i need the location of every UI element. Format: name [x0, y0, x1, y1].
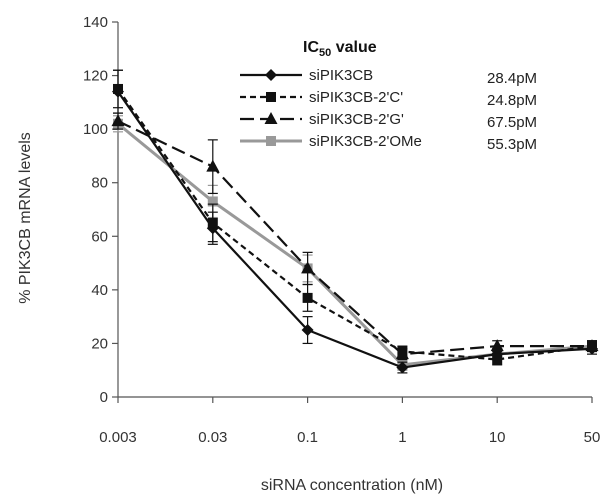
legend-ic50-value: 24.8pM [487, 92, 537, 109]
x-tick-label: 50 [584, 429, 601, 446]
series-line [117, 122, 593, 367]
data-point-marker [264, 112, 278, 124]
data-point-marker [585, 339, 599, 352]
data-point-marker [113, 83, 123, 94]
series-line [117, 120, 592, 356]
data-point-marker [301, 324, 314, 337]
y-tick-label: 60 [91, 228, 108, 245]
y-tick-label: 140 [83, 14, 108, 31]
legend-label: siPIK3CB [309, 67, 373, 84]
legend-entry: siPIK3CB-2'G' 67.5pM [240, 111, 537, 131]
legend-title: IC50 value [303, 39, 377, 59]
y-tick-label: 20 [91, 335, 108, 352]
legend-ic50-value: 55.3pM [487, 136, 537, 153]
data-point-marker [207, 196, 218, 207]
series-4 [113, 115, 597, 371]
data-point-marker [266, 136, 276, 146]
legend-entry: siPIK3CB 28.4pM [240, 67, 537, 87]
x-tick-label: 0.003 [99, 429, 137, 446]
chart-legend: IC50 value siPIK3CB 28.4pM siPIK3CB-2'C' 24.… [240, 39, 537, 153]
x-tick-label: 0.1 [297, 429, 318, 446]
data-point-marker [302, 292, 313, 303]
y-tick-label: 40 [91, 282, 108, 299]
data-point-marker [265, 69, 277, 81]
data-point-marker [111, 114, 125, 127]
y-tick-label: 0 [100, 389, 108, 406]
y-axis-title: % PIK3CB mRNA levels [17, 132, 34, 304]
series-line [117, 88, 593, 361]
series-3 [111, 112, 599, 361]
y-tick-label: 120 [83, 68, 108, 85]
data-point-marker [301, 261, 315, 274]
legend-entry: siPIK3CB-2'OMe 55.3pM [240, 133, 537, 153]
legend-label: siPIK3CB-2'C' [309, 89, 403, 106]
y-tick-label: 80 [91, 175, 108, 192]
x-tick-label: 10 [489, 429, 506, 446]
data-point-marker [207, 217, 218, 228]
chart-tick-labels: 0 20 40 60 80 100 120 140 0.003 0.03 0.1 1 10 50 [83, 14, 600, 446]
x-axis-title: siRNA concentration (nM) [261, 477, 443, 494]
chart-series [111, 69, 599, 374]
legend-label: siPIK3CB-2'OMe [309, 133, 422, 150]
legend-entry: siPIK3CB-2'C' 24.8pM [240, 89, 537, 109]
data-point-marker [206, 159, 220, 172]
legend-label: siPIK3CB-2'G' [309, 111, 404, 128]
data-point-marker [492, 354, 503, 365]
legend-ic50-value: 28.4pM [487, 70, 537, 87]
x-tick-label: 1 [398, 429, 406, 446]
data-point-marker [395, 347, 409, 360]
series-line [117, 91, 593, 369]
y-tick-label: 100 [83, 121, 108, 138]
x-tick-label: 0.03 [198, 429, 227, 446]
data-point-marker [396, 361, 409, 374]
data-point-marker [266, 92, 276, 102]
legend-ic50-value: 67.5pM [487, 114, 537, 131]
data-point-marker [490, 339, 504, 352]
